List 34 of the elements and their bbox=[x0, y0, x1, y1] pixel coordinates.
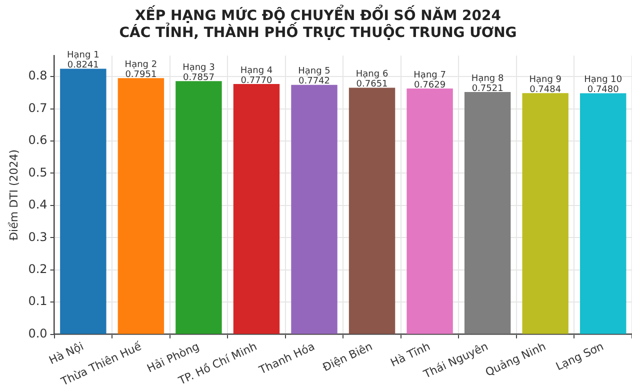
bar bbox=[406, 88, 453, 334]
x-tick-label: Hà Nội bbox=[47, 340, 86, 368]
bar bbox=[118, 78, 164, 334]
y-tick-label: 0.6 bbox=[28, 133, 48, 148]
data-label: Hạng 7 0.7629 bbox=[414, 70, 446, 90]
y-tick-label: 0.0 bbox=[28, 326, 48, 340]
bar bbox=[176, 81, 222, 334]
y-tick-label: 0.8 bbox=[28, 68, 48, 83]
y-tick-label: 0.2 bbox=[28, 262, 48, 276]
data-label: Hạng 10 0.7480 bbox=[584, 75, 622, 96]
data-label: Hạng 6 0.7651 bbox=[356, 70, 388, 90]
y-axis-title: Điểm DTI (2024) bbox=[7, 149, 20, 240]
bar bbox=[464, 92, 511, 334]
y-tick-label: 0.7 bbox=[28, 100, 48, 115]
y-tick-label: 0.1 bbox=[28, 294, 48, 308]
data-label: Hạng 8 0.7521 bbox=[471, 74, 504, 94]
data-label: Hạng 2 0.7951 bbox=[124, 60, 158, 80]
data-label: Hạng 3 0.7857 bbox=[182, 62, 215, 83]
y-tick-label: 0.3 bbox=[28, 230, 48, 244]
data-label: Hạng 5 0.7742 bbox=[298, 66, 330, 87]
y-tick-label: 0.4 bbox=[28, 198, 48, 212]
x-tick-label: Lạng Sơn bbox=[554, 340, 606, 374]
data-label: Hạng 9 0.7484 bbox=[529, 75, 562, 96]
bar bbox=[291, 84, 338, 334]
bar bbox=[60, 68, 106, 334]
bar bbox=[348, 88, 396, 334]
data-label: Hạng 1 0.8241 bbox=[67, 50, 100, 71]
y-tick-label: 0.5 bbox=[28, 165, 48, 180]
bar bbox=[580, 93, 626, 334]
bar bbox=[233, 84, 280, 334]
x-tick-label: Điện Biên bbox=[320, 340, 375, 374]
data-label: Hạng 4 0.7770 bbox=[240, 66, 273, 86]
chart-title: XẾP HẠNG MỨC ĐỘ CHUYỂN ĐỔI SỐ NĂM 2024 CÁC TỈNH, THÀNH PHỐ TRỰC THUỘC TRUNG ƯƠNG bbox=[119, 4, 517, 41]
bar bbox=[522, 93, 568, 334]
